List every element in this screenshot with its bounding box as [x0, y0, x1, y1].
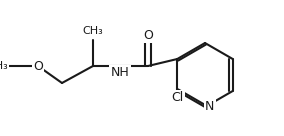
Text: Cl: Cl: [171, 91, 183, 104]
Text: CH₃: CH₃: [0, 61, 8, 71]
Text: N: N: [205, 101, 214, 114]
Text: O: O: [143, 29, 153, 42]
Text: CH₃: CH₃: [83, 26, 103, 36]
Text: NH: NH: [111, 66, 130, 79]
Text: O: O: [33, 60, 43, 72]
